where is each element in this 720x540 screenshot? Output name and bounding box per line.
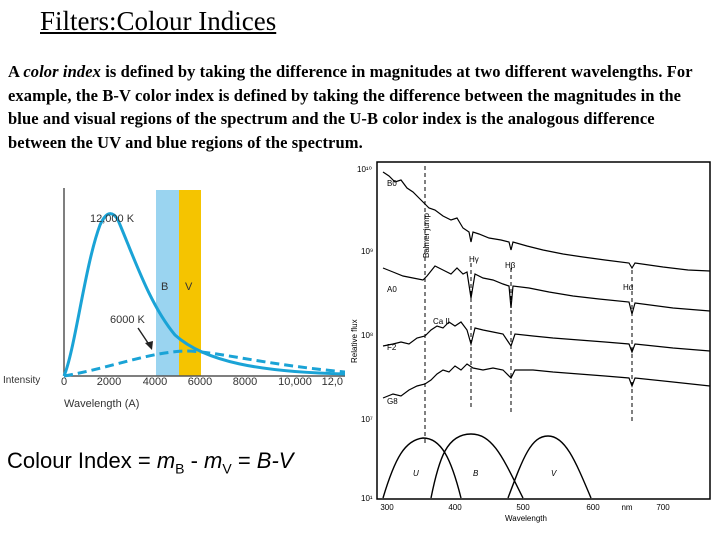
y-tick-4: 10¹ xyxy=(361,494,373,503)
plot-frame xyxy=(376,161,711,500)
intro-term: color index xyxy=(23,62,101,81)
v-band xyxy=(179,190,201,376)
b-band-label: B xyxy=(161,281,168,293)
formula-sub-b: B xyxy=(175,460,185,477)
x-tick-700: 700 xyxy=(656,503,670,512)
filter-v-label: V xyxy=(551,469,557,478)
x-tick-2: 4000 xyxy=(143,376,167,388)
b-band xyxy=(156,190,179,376)
x-axis-label: Wavelength xyxy=(505,514,547,523)
formula-m-v: m xyxy=(204,448,223,473)
x-unit-nm: nm xyxy=(621,503,632,512)
formula-lead: Colour Index = xyxy=(7,448,157,473)
formula-sub-v: V xyxy=(222,460,232,477)
x-axis-label: Wavelength (A) xyxy=(64,398,139,410)
x-tick-1: 2000 xyxy=(97,376,121,388)
formula-minus: - xyxy=(184,448,205,473)
y-tick-2: 10⁸ xyxy=(361,331,373,340)
star-f2-label: F2 xyxy=(387,343,397,352)
star-g8-label: G8 xyxy=(387,397,398,406)
x-tick-300: 300 xyxy=(380,503,394,512)
blackbody-figure: 12,000 K 6000 K B V Intensity 0 2000 400… xyxy=(3,188,345,410)
x-tick-600: 600 xyxy=(586,503,600,512)
y-tick-0: 10¹⁰ xyxy=(357,165,372,174)
ca-ii-label: Ca II xyxy=(433,317,450,326)
x-tick-6: 12,0 xyxy=(322,376,343,388)
h-alpha-label: Hα xyxy=(623,283,634,292)
x-tick-4: 8000 xyxy=(233,376,257,388)
h-gamma-label: Hγ xyxy=(469,255,479,264)
star-b0-label: B0 xyxy=(387,179,397,188)
hot-curve-label: 12,000 K xyxy=(90,213,135,225)
y-tick-3: 10⁷ xyxy=(361,415,373,424)
formula-result: B-V xyxy=(256,448,294,473)
x-tick-500: 500 xyxy=(516,503,530,512)
intro-body: is defined by taking the difference in m… xyxy=(8,62,693,152)
intro-lead: A xyxy=(8,62,24,81)
y-axis-label: Relative flux xyxy=(350,319,359,363)
filter-u-curve xyxy=(382,437,462,499)
h-beta-label: Hβ xyxy=(505,261,516,270)
spectrum-a0 xyxy=(382,265,711,317)
filter-b-label: B xyxy=(473,469,479,478)
intro-paragraph: A color index is defined by taking the d… xyxy=(8,60,714,154)
formula-m-b: m xyxy=(156,448,176,473)
filter-b-curve xyxy=(430,433,524,499)
balmer-jump-label: Balmer jump xyxy=(422,213,431,258)
spectrum-g8 xyxy=(382,363,711,399)
cool-curve xyxy=(63,349,345,378)
x-tick-3: 6000 xyxy=(188,376,212,388)
stellar-spectra-figure: 10¹⁰ 10⁹ 10⁸ 10⁷ 10¹ Relative flux B0 A0… xyxy=(350,161,711,523)
filter-v-curve xyxy=(507,435,592,499)
y-tick-1: 10⁹ xyxy=(361,247,373,256)
colour-index-formula: Colour Index = mB - mV = B-V xyxy=(7,448,293,476)
filter-u-label: U xyxy=(413,469,419,478)
hot-curve xyxy=(62,212,345,377)
formula-equals: = xyxy=(231,448,257,473)
x-tick-5: 10,000 xyxy=(278,376,312,388)
y-axis-label: Intensity xyxy=(3,375,40,386)
spectrum-b0 xyxy=(382,171,711,272)
x-tick-0: 0 xyxy=(61,376,67,388)
cool-curve-label: 6000 K xyxy=(110,314,146,326)
page-title: Filters:Colour Indices xyxy=(40,6,277,36)
star-a0-label: A0 xyxy=(387,285,397,294)
v-band-label: V xyxy=(185,281,193,293)
x-tick-400: 400 xyxy=(448,503,462,512)
spectrum-f2 xyxy=(382,321,711,354)
cool-curve-arrowhead xyxy=(145,341,153,350)
